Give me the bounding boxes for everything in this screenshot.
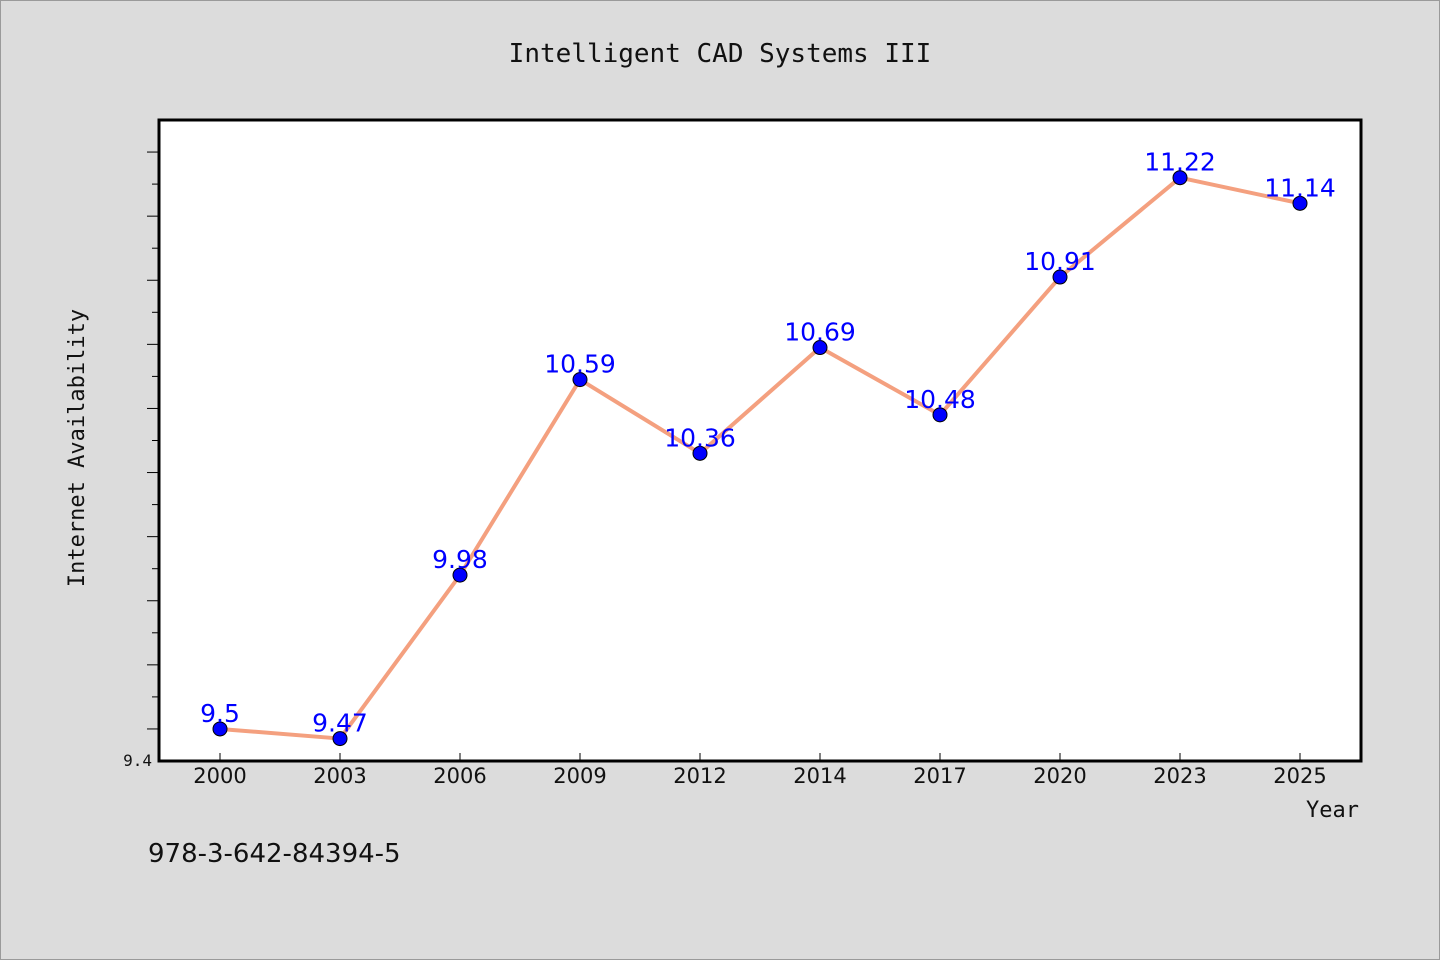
x-tick-label: 2012 bbox=[673, 764, 726, 788]
data-point-marker bbox=[212, 721, 228, 737]
data-point-marker bbox=[932, 407, 948, 423]
x-axis-label: Year bbox=[1306, 798, 1359, 823]
x-tick-label: 2020 bbox=[1033, 764, 1086, 788]
data-label: 10.36 bbox=[664, 423, 736, 452]
x-tick-label: 2023 bbox=[1153, 764, 1206, 788]
data-point-marker bbox=[1292, 195, 1308, 211]
y-tick-label: 9.4 bbox=[123, 751, 152, 770]
data-point-marker bbox=[1172, 170, 1188, 186]
data-point-marker bbox=[452, 567, 468, 583]
isbn-footer: 978-3-642-84394-5 bbox=[148, 839, 401, 869]
series-line-group bbox=[219, 175, 1301, 741]
data-point-marker bbox=[1052, 269, 1068, 285]
data-markers bbox=[212, 170, 1308, 747]
data-point-marker bbox=[572, 372, 588, 388]
x-tick-label: 2009 bbox=[553, 764, 606, 788]
series-line bbox=[219, 175, 1301, 741]
x-tick-label: 2000 bbox=[193, 764, 246, 788]
x-tick-label: 2017 bbox=[913, 764, 966, 788]
plot-area bbox=[157, 118, 1363, 763]
data-label: 10.69 bbox=[784, 318, 856, 347]
data-label: 10.48 bbox=[904, 385, 976, 414]
chart-title: Intelligent CAD Systems III bbox=[509, 39, 932, 69]
data-label: 9.5 bbox=[200, 699, 240, 728]
data-point-marker bbox=[692, 445, 708, 461]
x-tick-label: 2003 bbox=[313, 764, 366, 788]
data-label: 11.22 bbox=[1144, 148, 1216, 177]
data-point-marker bbox=[332, 731, 348, 747]
x-tick-label: 2014 bbox=[793, 764, 846, 788]
x-tick-label: 2025 bbox=[1273, 764, 1326, 788]
data-label: 9.98 bbox=[432, 545, 488, 574]
data-label: 10.91 bbox=[1024, 247, 1096, 276]
x-axis-ticks: 2000 2003 2006 2009 2012 2014 2017 2020 2023 2025 bbox=[193, 753, 1327, 788]
data-label: 11.14 bbox=[1264, 173, 1336, 202]
x-tick-label: 2006 bbox=[433, 764, 486, 788]
y-axis-ticks bbox=[147, 151, 159, 730]
data-point-marker bbox=[812, 340, 828, 356]
y-axis-label: Internet Availability bbox=[65, 309, 90, 587]
data-labels: 9.5 9.47 9.98 10.59 10.36 10.69 10.48 10.91 11.2… bbox=[200, 148, 1336, 738]
data-label: 10.59 bbox=[544, 350, 616, 379]
data-label: 9.47 bbox=[312, 709, 368, 738]
